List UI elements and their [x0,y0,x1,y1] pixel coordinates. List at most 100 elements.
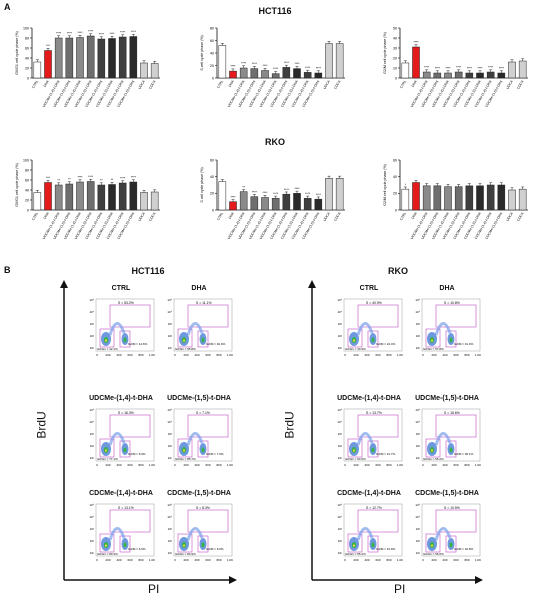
y-axis-label: S cell cycle phase (%) [200,167,204,202]
significance-label: **** [467,67,473,71]
category-tick-label: CDCA [148,79,157,90]
rko-s-bar-chart: S cell cycle phase (%) 0 20 40 60 CTRL **** DHA… [200,158,345,240]
facs-y-tick: 10⁴ [167,515,172,519]
s-phase-arc [108,432,126,446]
bar [465,185,474,211]
y-tick-label: 0 [212,76,214,80]
rko-y-axis-label: BrdU [282,411,297,439]
g0g1-gate [177,533,193,553]
s-percent-label: S = 13.1% [118,506,134,510]
category-tick-label: CDCA [516,79,525,90]
category-tick-label: UDCA [506,211,515,222]
significance-label: **** [88,30,94,34]
bar [486,71,495,79]
g2m-core [371,542,375,548]
facs-y-tick: 10⁴ [415,515,420,519]
bar [108,184,116,211]
facs-x-tick: 800 [386,353,391,357]
y-axis-label: S cell cycle phase (%) [200,35,204,70]
s-phase-arc [356,432,374,446]
bar [486,184,495,211]
facs-x-tick: 0 [96,463,98,467]
facs-x-tick: 200 [353,558,358,562]
facs-y-tick: 10⁴ [89,310,94,314]
facs-y-tick: 10¹ [416,551,420,555]
facs-y-tick: 10⁴ [337,515,342,519]
s-phase-arc [108,322,126,336]
g2m-core [371,447,375,453]
bar [454,186,463,211]
bar [44,182,52,211]
g0g1-percent-label: G0/G1 = 34.9% [345,347,366,351]
category-tick-label: CDCA [333,211,342,222]
facs-y-tick: 10⁴ [167,310,172,314]
facs-x-tick: 200 [353,353,358,357]
facs-y-tick: 10⁴ [89,515,94,519]
significance-label: **** [67,32,73,36]
bar [282,67,291,79]
bar [86,35,95,79]
g2m-core [449,337,453,343]
facs-y-tick: 10³ [416,432,420,436]
y-tick-label: 0 [27,208,29,212]
bar [518,188,527,211]
facs-y-tick: 10³ [90,432,94,436]
significance-label: **** [120,177,126,181]
facs-x-tick: 400 [116,353,121,357]
s-phase-gate [357,414,399,438]
bar [444,72,452,79]
facs-y-tick: 10¹ [90,551,94,555]
bar [497,72,506,79]
bar [293,68,301,79]
y-tick-label: 20 [393,56,397,60]
category-tick-label: CTRL [216,79,224,89]
s-phase-gate [187,509,229,533]
hct116-g0g1-bar-chart: G0/G1 cell cycle phase (%) 0 20 40 60 80 100 CT… [15,26,160,108]
g2m-gate [197,535,209,553]
bar [218,181,227,211]
significance-label: **** [456,66,462,70]
facs-x-tick: 0 [96,558,98,562]
bar [508,189,516,211]
bar [325,178,333,211]
bar [433,185,442,211]
facs-y-tick: 10³ [416,322,420,326]
s-phase-gate [357,304,399,328]
facs-y-tick: 10¹ [168,456,172,460]
facs-x-tick: 400 [194,353,199,357]
bar [422,185,431,211]
y-tick-label: 80 [25,168,29,172]
g0g1-peak [431,339,433,342]
s-percent-label: S = 10.8% [444,301,460,305]
bar [497,184,506,211]
facs-x-tick: 600 [453,558,458,562]
s-percent-label: S = 40.9% [366,301,382,305]
facs-y-tick: 10⁵ [415,298,420,302]
facs-y-tick: 10² [338,444,342,448]
bar [282,193,291,211]
y-tick-label: 10 [393,66,397,70]
bar [44,50,52,79]
category-tick-label: UDCA [323,211,332,222]
facs-y-tick: 10² [90,444,94,448]
facs-y-tick: 10³ [168,322,172,326]
category-tick-label: CDCA [516,211,525,222]
facs-x-tick: 0 [422,353,424,357]
y-arrow-head-icon [60,280,68,288]
g0g1-gate [347,438,363,458]
facs-x-tick: 800 [216,353,221,357]
s-percent-label: S = 15.6% [444,411,460,415]
significance-label: **** [252,190,258,194]
y-tick-label: 0 [395,76,397,80]
bar [261,70,269,79]
facs-x-tick: 800 [216,558,221,562]
bar [97,184,106,211]
bar [118,182,127,211]
s-percent-label: S = 12.7% [366,506,382,510]
g0g1-percent-label: G0/G1 = 80.3% [97,552,118,556]
s-percent-label: S = 11.1% [196,301,212,305]
bar [33,61,42,79]
facs-x-tick: 200 [431,558,436,562]
